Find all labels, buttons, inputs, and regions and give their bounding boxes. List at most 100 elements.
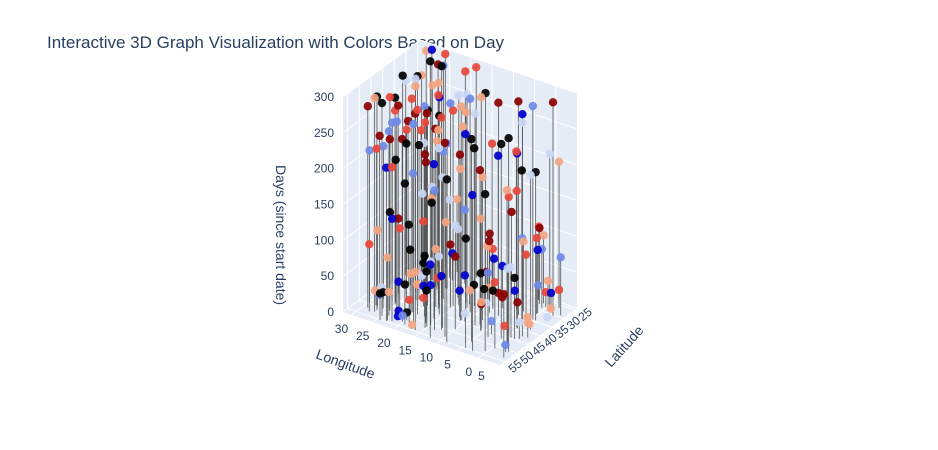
x-grid-line xyxy=(436,71,514,344)
data-point xyxy=(420,251,429,261)
data-point xyxy=(490,278,500,287)
data-point xyxy=(437,62,446,71)
data-point xyxy=(419,258,428,268)
data-point xyxy=(412,280,422,289)
data-point xyxy=(419,217,428,226)
data-point xyxy=(554,157,564,166)
data-point xyxy=(501,340,510,350)
y-grid-line xyxy=(382,67,540,337)
data-point xyxy=(479,284,489,294)
data-point xyxy=(475,165,485,175)
data-point xyxy=(528,101,538,111)
data-point xyxy=(429,159,439,169)
data-point xyxy=(377,98,387,108)
data-point xyxy=(507,207,516,217)
z-tick-label: 200 xyxy=(314,162,334,176)
data-point xyxy=(452,194,462,204)
z-grid-line xyxy=(342,182,578,241)
data-point xyxy=(387,214,397,224)
data-point xyxy=(515,317,524,327)
data-point xyxy=(413,105,422,115)
data-point xyxy=(532,233,541,243)
data-point xyxy=(476,269,485,278)
data-point xyxy=(513,298,522,307)
data-point xyxy=(539,231,548,240)
data-point xyxy=(420,102,429,111)
data-point xyxy=(499,290,509,299)
data-point xyxy=(500,321,509,331)
data-point xyxy=(431,244,441,254)
data-point xyxy=(441,217,451,227)
data-point xyxy=(422,286,431,295)
data-point xyxy=(411,267,420,277)
data-point xyxy=(455,286,464,295)
data-point xyxy=(472,63,481,72)
y-grid-line xyxy=(393,59,552,328)
data-point xyxy=(543,312,552,322)
data-point xyxy=(510,286,519,295)
data-point xyxy=(519,237,528,246)
x-axis-title: Longitude xyxy=(314,346,377,382)
data-point xyxy=(488,286,498,295)
data-point xyxy=(453,224,463,234)
data-point xyxy=(404,295,414,305)
data-point xyxy=(451,252,460,261)
data-point xyxy=(510,273,519,283)
data-point xyxy=(400,179,410,188)
data-point xyxy=(548,98,558,107)
data-point xyxy=(504,192,514,202)
data-point xyxy=(493,151,503,160)
data-point xyxy=(543,276,553,286)
data-point xyxy=(477,92,486,102)
x-tick-label: 10 xyxy=(420,351,434,365)
data-point xyxy=(554,285,564,295)
data-point xyxy=(394,277,403,286)
z-grid-line xyxy=(342,254,578,313)
data-point xyxy=(379,141,388,151)
x-tick-label: 25 xyxy=(356,329,370,343)
data-point xyxy=(411,74,420,84)
data-point xyxy=(434,144,444,153)
data-point xyxy=(391,155,400,165)
data-point xyxy=(526,170,535,180)
data-point xyxy=(373,226,382,235)
data-point xyxy=(405,245,415,254)
data-point xyxy=(434,252,444,261)
x-tick-label: 0 xyxy=(465,365,472,379)
data-point xyxy=(535,223,544,233)
z-tick-label: 100 xyxy=(314,233,334,247)
data-point xyxy=(407,94,417,103)
data-point xyxy=(460,205,470,215)
data-point xyxy=(409,119,418,129)
data-point xyxy=(487,317,496,326)
data-point xyxy=(456,164,465,174)
data-point xyxy=(394,214,403,223)
x-tick-label: 5 xyxy=(478,369,485,383)
data-point xyxy=(454,91,463,100)
data-point xyxy=(512,147,521,156)
data-point xyxy=(400,280,410,289)
data-point xyxy=(387,163,397,172)
x-tick-label: 5 xyxy=(444,358,451,372)
data-point xyxy=(365,240,374,249)
data-point xyxy=(489,254,499,263)
data-point xyxy=(448,106,458,115)
data-point xyxy=(518,118,527,127)
data-point xyxy=(427,198,436,207)
data-point xyxy=(503,264,512,273)
data-point xyxy=(426,57,435,66)
y-axis-title: Latitude xyxy=(601,322,646,370)
data-point xyxy=(420,150,430,159)
z-grid-line xyxy=(342,39,578,98)
chart-title: Interactive 3D Graph Visualization with … xyxy=(47,33,505,52)
z-tick-label: 50 xyxy=(321,269,335,283)
data-point xyxy=(363,102,372,111)
data-point xyxy=(434,91,443,100)
data-point xyxy=(446,240,455,249)
data-point xyxy=(446,99,455,108)
data-point xyxy=(465,94,475,104)
data-point xyxy=(392,117,401,126)
data-point xyxy=(442,175,451,184)
data-point xyxy=(385,207,395,217)
